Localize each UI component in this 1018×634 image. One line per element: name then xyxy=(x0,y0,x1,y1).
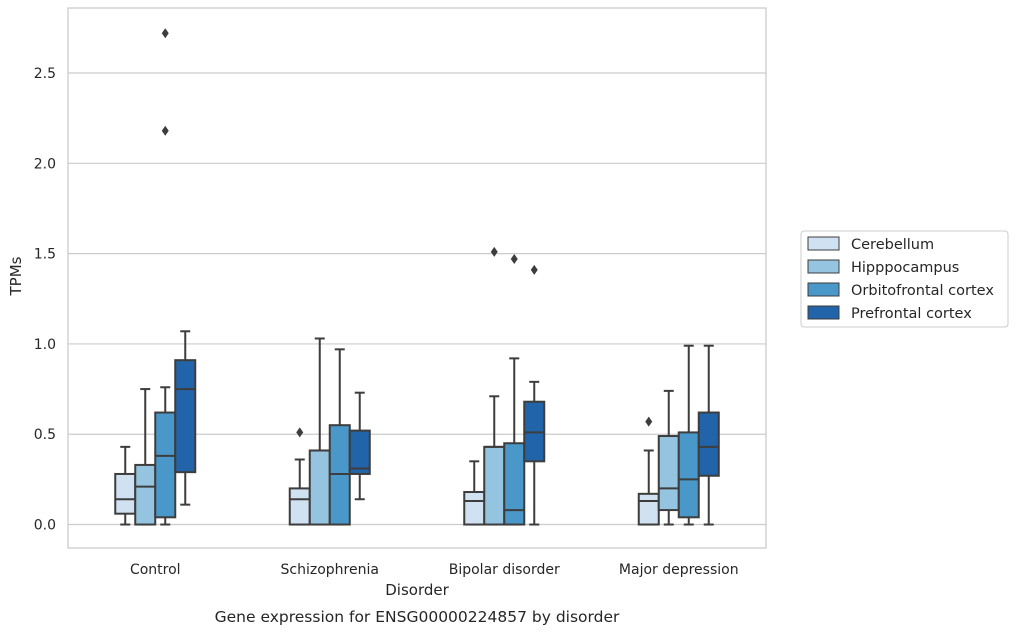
y-tick-label: 0.0 xyxy=(34,518,56,534)
box-group xyxy=(503,254,526,526)
legend-label: Cerebellum xyxy=(851,237,934,253)
x-tick-label: Bipolar disorder xyxy=(449,562,560,578)
outlier-point xyxy=(161,28,169,39)
y-tick-label: 2.0 xyxy=(34,156,56,172)
box-group xyxy=(154,28,177,526)
outlier-point xyxy=(645,416,653,427)
box-iqr xyxy=(697,411,720,477)
legend-swatch xyxy=(807,305,840,320)
box-iqr xyxy=(134,463,157,526)
legend-label: Orbitofrontal cortex xyxy=(851,283,994,299)
legend-swatch xyxy=(807,282,840,297)
outlier-point xyxy=(490,246,498,257)
legend-frame xyxy=(800,230,1009,328)
box-group xyxy=(637,416,660,526)
box-group xyxy=(288,427,311,526)
y-tick-label: 1.5 xyxy=(34,247,56,263)
box-iqr xyxy=(348,429,371,475)
box-group xyxy=(677,344,700,526)
x-tick-label: Control xyxy=(130,562,181,578)
x-tick-label: Schizophrenia xyxy=(281,562,379,578)
x-axis-label: Disorder xyxy=(385,581,449,599)
box-group xyxy=(114,445,137,526)
box-group xyxy=(348,391,371,501)
legend-label: Hipppocampus xyxy=(851,260,959,276)
legend: Cerebellum Hipppocampus Orbitofrontal cort… xyxy=(800,230,1009,328)
box-iqr xyxy=(503,442,526,526)
box-group xyxy=(657,389,680,526)
y-tick-label: 1.0 xyxy=(34,337,56,353)
box-group xyxy=(174,330,197,506)
outlier-point xyxy=(510,254,518,265)
box-iqr xyxy=(308,449,331,526)
box-iqr xyxy=(657,435,680,512)
chart-caption: Gene expression for ENSG00000224857 by d… xyxy=(215,608,620,626)
legend-items: Cerebellum Hipppocampus Orbitofrontal cort… xyxy=(807,236,994,322)
x-tick-labels: Control Schizophrenia Bipolar disorder Majo… xyxy=(130,562,739,578)
y-tick-label: 0.5 xyxy=(34,427,56,443)
box-group xyxy=(697,344,720,526)
legend-swatch xyxy=(807,259,840,274)
y-axis-label: TPMs xyxy=(7,256,25,296)
legend-swatch xyxy=(807,236,840,251)
box-group xyxy=(308,337,331,526)
y-tick-label: 2.5 xyxy=(34,66,56,82)
legend-label: Prefrontal cortex xyxy=(851,306,972,322)
x-tick-label: Major depression xyxy=(619,562,739,578)
box-iqr xyxy=(637,492,660,526)
box-group xyxy=(483,246,506,526)
plot-area-frame xyxy=(67,7,767,549)
box-group xyxy=(523,264,546,526)
box-marks xyxy=(114,28,720,526)
box-group xyxy=(134,388,157,526)
box-group xyxy=(328,348,351,526)
box-iqr xyxy=(483,445,506,526)
outlier-point xyxy=(530,264,538,275)
outlier-point xyxy=(161,125,169,136)
y-tick-labels: 0.0 0.5 1.0 1.5 2.0 2.5 xyxy=(34,66,56,534)
box-iqr xyxy=(288,487,311,526)
box-iqr xyxy=(463,491,486,526)
box-group xyxy=(463,460,486,526)
outlier-point xyxy=(296,427,304,438)
box-iqr xyxy=(114,472,137,515)
box-iqr xyxy=(154,411,177,519)
box-iqr xyxy=(677,431,700,519)
box-iqr xyxy=(174,359,197,474)
